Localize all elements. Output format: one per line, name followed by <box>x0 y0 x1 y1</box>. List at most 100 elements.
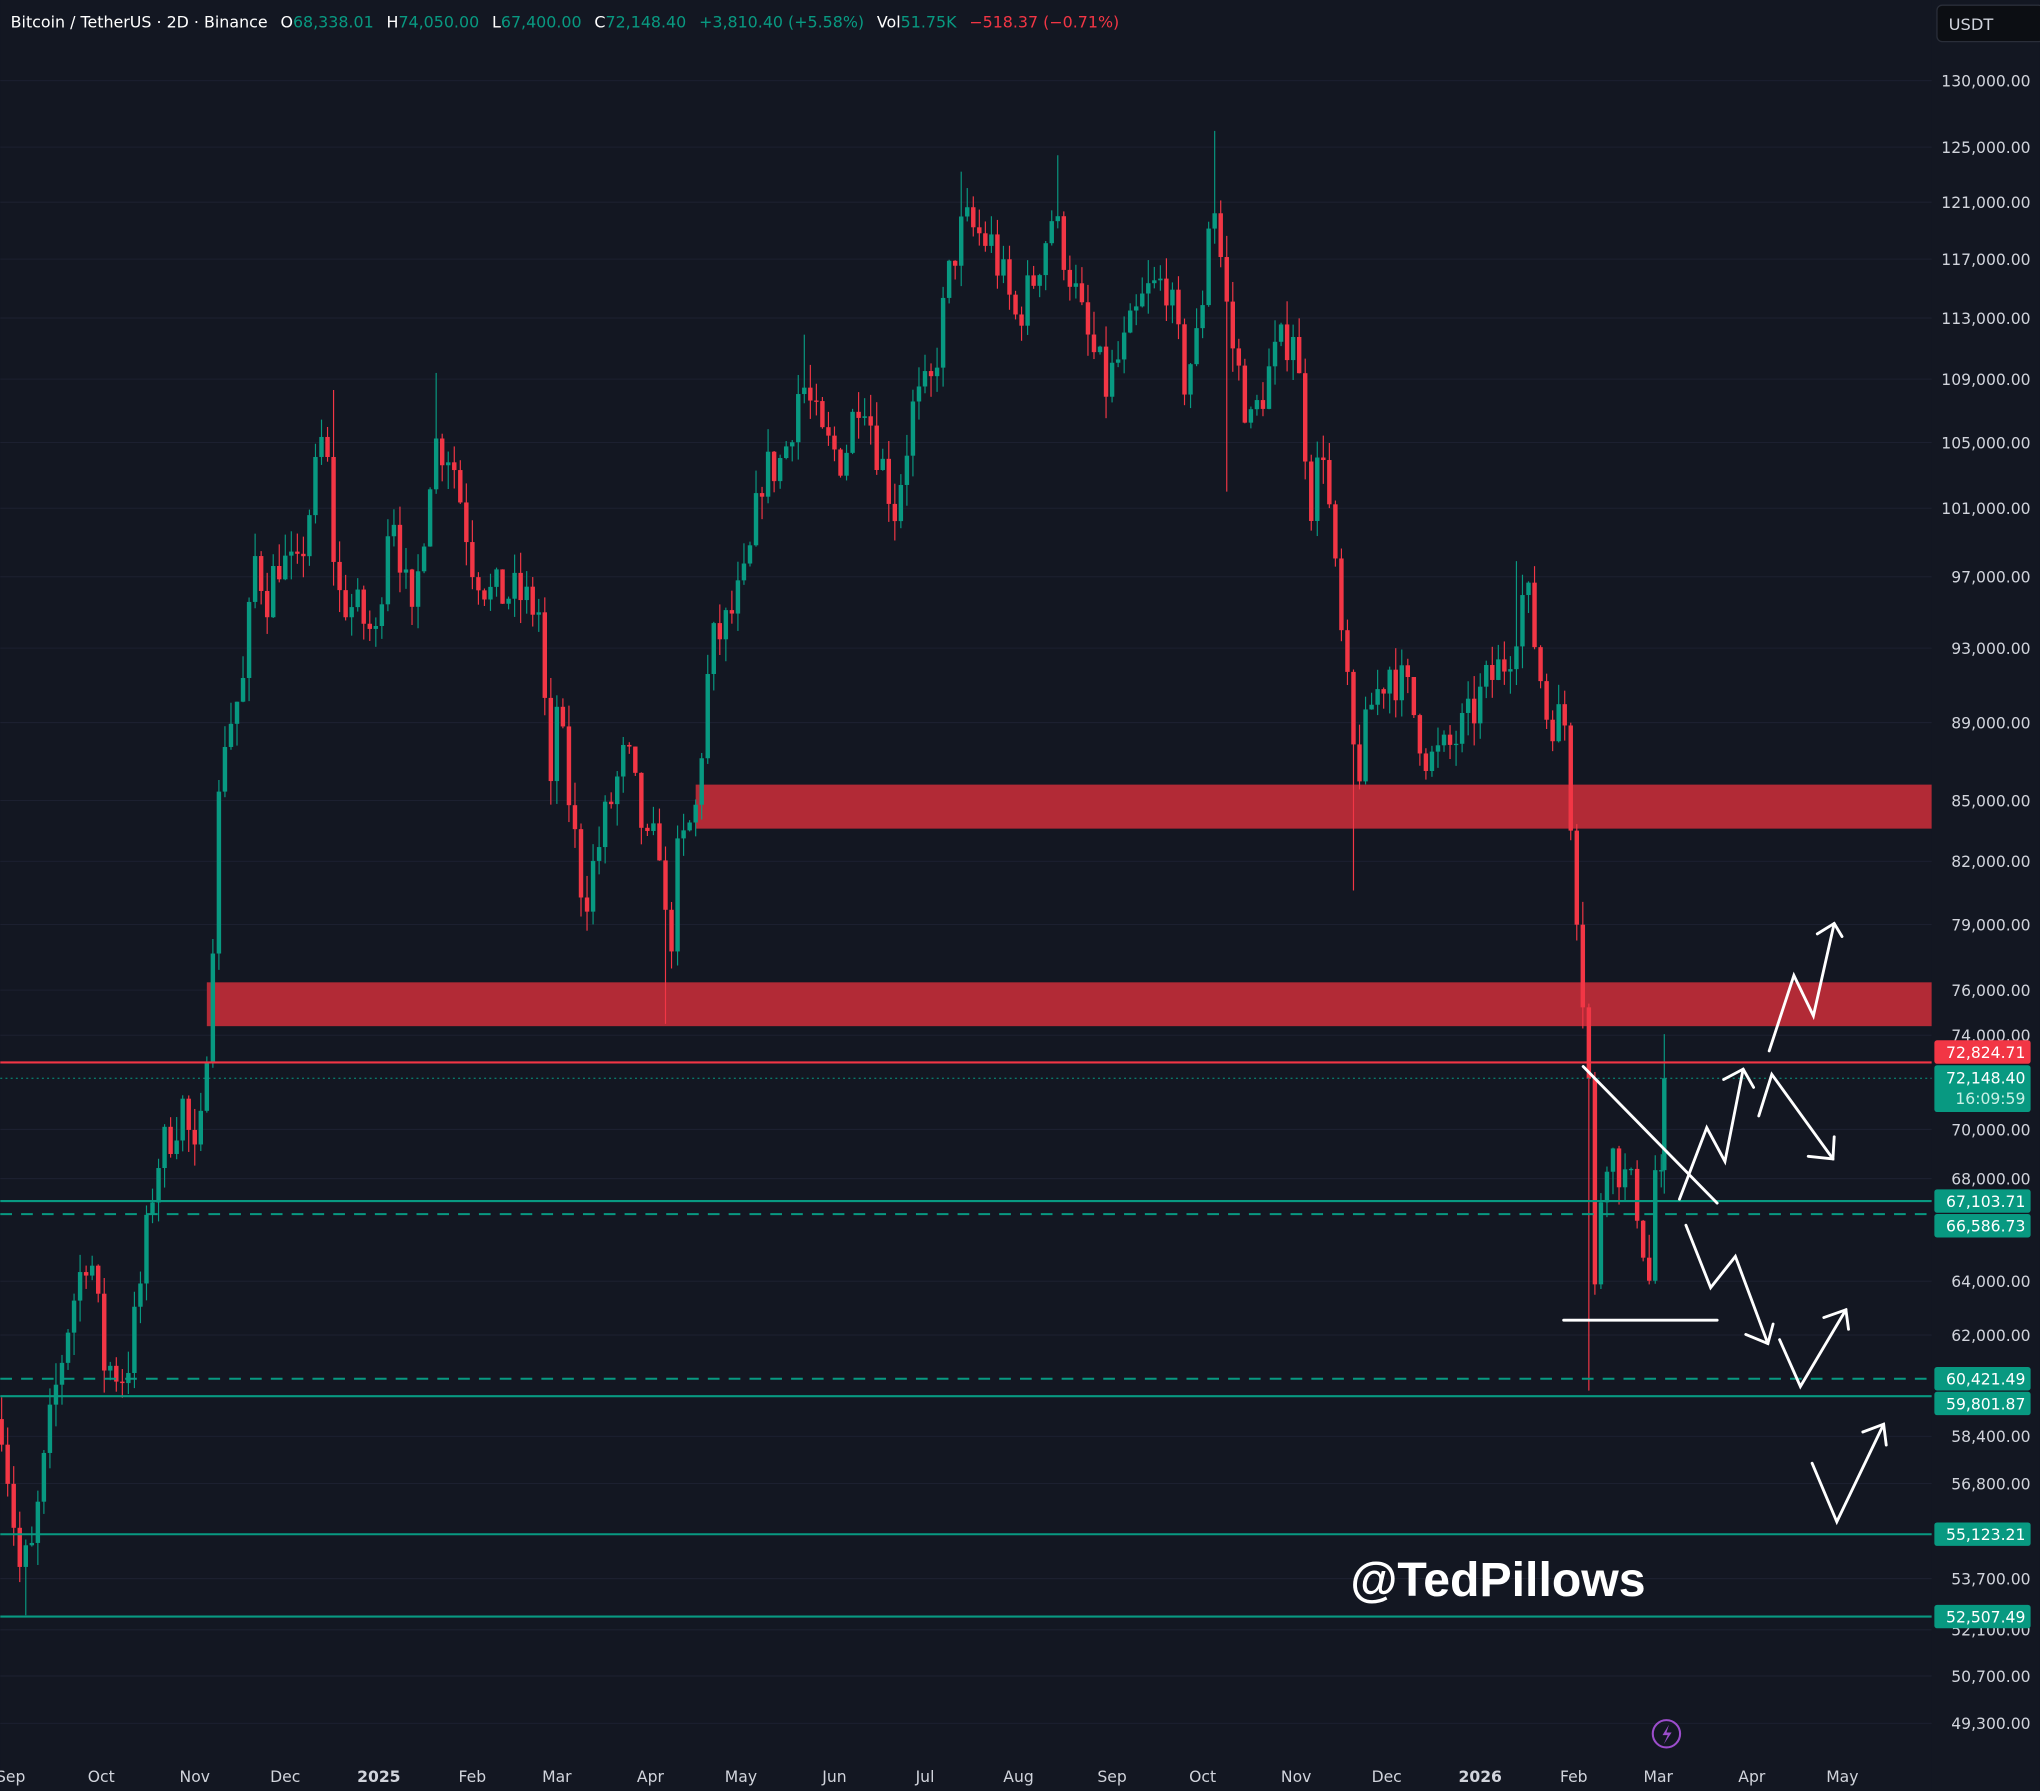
open-label: O <box>280 12 292 31</box>
candle <box>536 598 541 632</box>
x-tick-label: May <box>1826 1768 1858 1786</box>
candle-body <box>114 1365 119 1382</box>
candle-body <box>1556 704 1561 742</box>
candle-body <box>542 612 548 698</box>
candle <box>1327 442 1332 509</box>
x-tick-label: Mar <box>542 1768 572 1786</box>
candle-body <box>439 438 445 466</box>
descending-trendline[interactable] <box>1581 1065 1719 1205</box>
candle <box>1170 282 1175 324</box>
candle <box>554 695 560 804</box>
close-label: C <box>594 12 605 31</box>
candle-body <box>657 823 662 861</box>
bullish-path-arrow-1[interactable] <box>1678 1067 1755 1201</box>
candle-body <box>277 565 282 580</box>
candle <box>295 533 300 564</box>
candle-body <box>814 400 819 402</box>
bounce-arrow-2[interactable] <box>1810 1422 1888 1526</box>
candle-body <box>47 1404 53 1453</box>
candle <box>826 411 831 446</box>
candle <box>910 389 916 477</box>
candle <box>1194 308 1199 367</box>
time-axis[interactable]: Sep Oct Nov Dec 2025 Feb Mar Apr May Jun Jul Aug Sep… <box>0 1768 1858 1786</box>
candle <box>331 390 336 586</box>
price-line-tag <box>1934 1522 2031 1546</box>
price-axis[interactable]: 130,000.00 125,000.00 121,000.00 117,000.00… <box>1931 0 2040 1791</box>
candle <box>289 531 294 580</box>
bounce-arrow-1[interactable] <box>1778 1307 1850 1390</box>
price-axis-bg <box>1931 0 2040 1791</box>
x-tick-label: Dec <box>270 1768 300 1786</box>
candle-body <box>578 829 584 898</box>
candle-body <box>1067 269 1073 287</box>
candle <box>95 1264 101 1303</box>
candle-body <box>802 387 807 395</box>
resistance-zone[interactable] <box>206 982 1932 1027</box>
candle-body <box>5 1444 10 1484</box>
price-line-tag-label: 66,586.73 <box>1946 1218 2025 1236</box>
candle-body <box>385 536 391 605</box>
candle-body <box>735 580 741 614</box>
candle-body <box>1393 669 1398 701</box>
candle-body <box>1013 294 1018 315</box>
candle <box>1478 673 1483 739</box>
candle <box>1134 294 1139 326</box>
x-tick-label: Aug <box>1003 1768 1033 1786</box>
candle <box>802 334 807 404</box>
candle <box>747 541 753 567</box>
candle <box>1375 669 1380 716</box>
currency-button[interactable]: USDT <box>1936 4 2040 43</box>
candle <box>144 1205 149 1301</box>
candle <box>832 426 837 462</box>
candle <box>373 617 379 647</box>
candle-body <box>1164 278 1169 306</box>
candle <box>548 677 554 805</box>
candle <box>590 844 596 925</box>
candle-body <box>1043 243 1048 276</box>
symbol-title[interactable]: Bitcoin / TetherUS · 2D · Binance <box>11 12 268 31</box>
grid-lines <box>0 80 1932 1724</box>
rejection-arrow[interactable] <box>1757 1071 1836 1161</box>
candle <box>1387 666 1392 714</box>
candle <box>53 1363 59 1427</box>
resistance-zone[interactable] <box>695 784 1932 829</box>
candle <box>1471 676 1477 746</box>
candle <box>367 610 372 641</box>
candle <box>192 1108 197 1166</box>
candle-body <box>379 604 385 626</box>
candle-body <box>1568 725 1573 831</box>
candle-body <box>1158 278 1163 281</box>
candle-body <box>880 458 885 470</box>
candle <box>397 506 403 593</box>
candle-body <box>421 546 427 572</box>
candle-body <box>204 1062 210 1111</box>
candle <box>922 354 928 394</box>
candle <box>1212 130 1217 244</box>
candle <box>1091 311 1097 360</box>
candle <box>337 541 342 613</box>
candle <box>886 441 892 522</box>
drawings[interactable] <box>1562 921 1888 1526</box>
candle <box>1001 245 1006 284</box>
candle <box>663 846 668 1024</box>
currency-button-label[interactable]: USDT <box>1949 15 1994 34</box>
y-tick-label: 82,000.00 <box>1951 853 2030 871</box>
candle-body <box>1471 698 1477 724</box>
candle <box>421 543 427 574</box>
candle-body <box>1610 1148 1616 1172</box>
horizontal-price-lines[interactable] <box>0 1061 1932 1618</box>
candle <box>1085 284 1091 356</box>
candle-body <box>952 260 958 266</box>
candle-body <box>862 416 867 418</box>
lightning-icon[interactable] <box>1651 1719 1682 1749</box>
candle-body <box>120 1381 125 1384</box>
bearish-path-arrow[interactable] <box>1684 1223 1775 1346</box>
candle <box>1393 648 1398 718</box>
bullish-path-arrow-2[interactable] <box>1767 921 1844 1053</box>
volume-label: Vol <box>877 12 901 31</box>
candle-body <box>452 462 457 471</box>
y-tick-label: 121,000.00 <box>1941 194 2030 212</box>
candle-body <box>922 371 928 387</box>
